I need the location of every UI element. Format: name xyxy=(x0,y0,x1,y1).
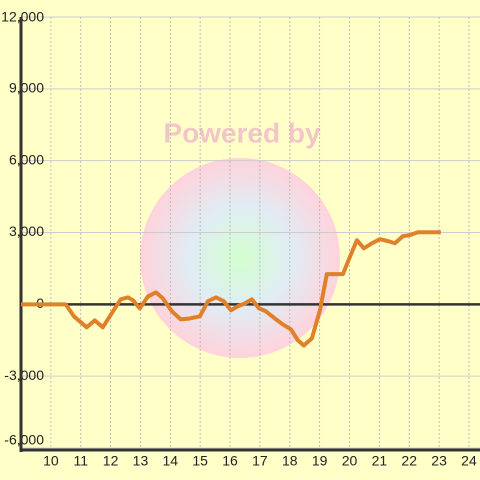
x-tick-label: 22 xyxy=(401,453,417,469)
x-tick-label: 13 xyxy=(133,453,149,469)
watermark-text: Powered by xyxy=(163,117,321,148)
x-tick-label: 17 xyxy=(252,453,268,469)
x-tick-label: 21 xyxy=(372,453,388,469)
data-line xyxy=(21,230,441,348)
y-tick-label: 12,000 xyxy=(1,9,44,25)
x-tick-label: 19 xyxy=(312,453,328,469)
y-tick-label: -3,000 xyxy=(4,367,44,383)
watermark-logo xyxy=(140,158,340,358)
y-tick-label: 9,000 xyxy=(9,80,44,96)
y-tick-label: 3,000 xyxy=(9,223,44,239)
x-tick-label: 24 xyxy=(461,453,477,469)
x-tick-label: 14 xyxy=(163,453,179,469)
x-tick-label: 20 xyxy=(342,453,358,469)
y-tick-label: -6,000 xyxy=(4,432,44,448)
x-tick-label: 15 xyxy=(192,453,208,469)
x-tick-label: 10 xyxy=(43,453,59,469)
x-tick-label: 12 xyxy=(103,453,119,469)
x-tick-label: 18 xyxy=(282,453,298,469)
y-tick-label: 6,000 xyxy=(9,151,44,167)
x-tick-label: 16 xyxy=(222,453,238,469)
x-tick-label: 11 xyxy=(73,453,88,469)
x-tick-label: 23 xyxy=(431,453,447,469)
